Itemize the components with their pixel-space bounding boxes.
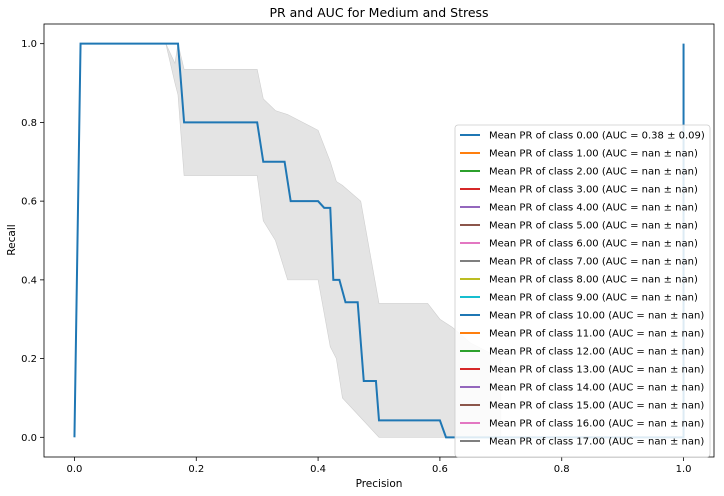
legend-entry: Mean PR of class 15.00 (AUC = nan ± nan) <box>489 401 704 412</box>
legend-entry: Mean PR of class 14.00 (AUC = nan ± nan) <box>489 383 704 394</box>
legend-entry: Mean PR of class 8.00 (AUC = nan ± nan) <box>489 275 698 286</box>
x-tick-label: 0.4 <box>310 464 326 475</box>
legend-entry: Mean PR of class 7.00 (AUC = nan ± nan) <box>489 257 698 268</box>
legend-box <box>454 124 711 458</box>
x-tick-label: 0.2 <box>188 464 204 475</box>
legend-entry: Mean PR of class 6.00 (AUC = nan ± nan) <box>489 239 698 250</box>
x-axis-title: Precision <box>356 478 403 490</box>
legend-entry: Mean PR of class 3.00 (AUC = nan ± nan) <box>489 185 698 196</box>
x-tick-label: 0.8 <box>554 464 570 475</box>
y-tick-label: 0.4 <box>21 275 37 286</box>
legend-entry: Mean PR of class 10.00 (AUC = nan ± nan) <box>489 311 704 322</box>
legend-entry: Mean PR of class 9.00 (AUC = nan ± nan) <box>489 293 698 304</box>
chart-title: PR and AUC for Medium and Stress <box>269 5 488 20</box>
series-line-0 <box>73 42 685 439</box>
std-band <box>165 43 502 438</box>
legend: Mean PR of class 0.00 (AUC = 0.38 ± 0.09… <box>454 124 711 458</box>
legend-entry: Mean PR of class 1.00 (AUC = nan ± nan) <box>489 149 698 160</box>
legend-entry: Mean PR of class 2.00 (AUC = nan ± nan) <box>489 167 698 178</box>
x-tick-label: 1.0 <box>676 464 692 475</box>
x-tick-label: 0.0 <box>67 464 83 475</box>
y-tick-label: 0.0 <box>21 433 37 444</box>
y-tick-label: 0.6 <box>21 197 37 208</box>
legend-entry: Mean PR of class 11.00 (AUC = nan ± nan) <box>489 329 704 340</box>
legend-entry: Mean PR of class 17.00 (AUC = nan ± nan) <box>489 437 704 448</box>
legend-entry: Mean PR of class 13.00 (AUC = nan ± nan) <box>489 365 704 376</box>
y-axis-title: Recall <box>6 224 18 255</box>
legend-entry: Mean PR of class 5.00 (AUC = nan ± nan) <box>489 221 698 232</box>
y-tick-label: 1.0 <box>21 39 37 50</box>
legend-entry: Mean PR of class 4.00 (AUC = nan ± nan) <box>489 203 698 214</box>
y-tick-label: 0.2 <box>21 354 37 365</box>
plot-area: 0.0 0.2 0.4 0.6 0.8 1.0 0.0 0.2 0.4 0.6 0.8 1.0 <box>21 23 715 475</box>
legend-entry: Mean PR of class 16.00 (AUC = nan ± nan) <box>489 419 704 430</box>
axes-frame <box>43 23 715 458</box>
y-tick-label: 0.8 <box>21 118 37 129</box>
legend-entry: Mean PR of class 12.00 (AUC = nan ± nan) <box>489 347 704 358</box>
legend-entry: Mean PR of class 0.00 (AUC = 0.38 ± 0.09… <box>489 131 705 142</box>
x-tick-label: 0.6 <box>432 464 448 475</box>
